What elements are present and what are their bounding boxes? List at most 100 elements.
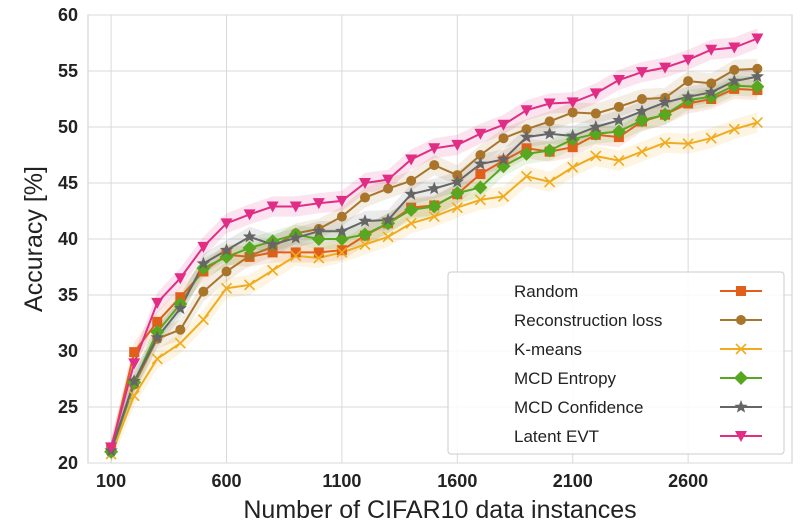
marker-mcd-confidence xyxy=(242,229,257,243)
marker-reconstruction-loss xyxy=(729,64,740,75)
marker-legend-random xyxy=(736,286,746,296)
marker-mcd-entropy xyxy=(542,143,557,158)
marker-mcd-confidence xyxy=(358,214,372,227)
marker-mcd-confidence xyxy=(496,152,511,166)
marker-random xyxy=(567,142,578,153)
marker-mcd-confidence xyxy=(127,374,141,387)
marker-latent-evt xyxy=(566,97,579,109)
marker-latent-evt xyxy=(266,201,279,213)
marker-k-means xyxy=(520,170,533,182)
marker-reconstruction-loss xyxy=(198,286,209,297)
marker-mcd-entropy xyxy=(357,227,372,242)
marker-mcd-confidence xyxy=(312,224,326,237)
marker-mcd-entropy xyxy=(450,186,465,201)
marker-latent-evt xyxy=(358,178,371,189)
marker-latent-evt xyxy=(220,218,233,230)
marker-latent-evt xyxy=(497,119,510,131)
marker-mcd-entropy xyxy=(727,78,742,93)
marker-latent-evt xyxy=(682,54,695,66)
marker-latent-evt xyxy=(174,273,187,285)
marker-reconstruction-loss xyxy=(475,150,486,160)
y-tick-label: 60 xyxy=(58,5,78,25)
marker-k-means xyxy=(359,239,371,251)
y-tick-label: 40 xyxy=(58,229,78,249)
marker-mcd-entropy xyxy=(519,146,534,161)
marker-k-means xyxy=(244,279,256,291)
marker-reconstruction-loss xyxy=(752,63,763,74)
marker-latent-evt xyxy=(312,198,325,210)
marker-reconstruction-loss xyxy=(590,108,601,119)
marker-latent-evt xyxy=(451,139,464,151)
marker-mcd-confidence xyxy=(289,230,303,244)
marker-latent-evt xyxy=(382,174,395,186)
marker-mcd-entropy xyxy=(219,249,234,264)
marker-k-means xyxy=(220,282,233,294)
marker-reconstruction-loss xyxy=(544,116,555,127)
marker-reconstruction-loss xyxy=(359,192,370,203)
marker-latent-evt xyxy=(128,358,141,370)
marker-k-means xyxy=(613,155,625,167)
legend-label-reconstruction-loss: Reconstruction loss xyxy=(514,311,662,330)
marker-latent-evt xyxy=(335,195,348,207)
marker-mcd-confidence xyxy=(150,330,164,344)
marker-latent-evt xyxy=(520,105,533,117)
marker-latent-evt xyxy=(728,42,741,54)
y-tick-label: 50 xyxy=(58,117,78,137)
marker-mcd-entropy xyxy=(427,199,442,214)
marker-mcd-entropy xyxy=(404,202,419,217)
legend: Random Reconstruction loss K-means MCD Entr… xyxy=(447,271,785,455)
markers-k-means xyxy=(105,116,763,460)
y-axis-title: Accuracy [%] xyxy=(20,166,48,312)
marker-k-means xyxy=(336,246,348,259)
marker-latent-evt xyxy=(151,297,164,309)
legend-label-latent-evt: Latent EVT xyxy=(514,427,599,446)
marker-k-means xyxy=(290,250,302,262)
marker-mcd-confidence xyxy=(196,256,211,270)
marker-reconstruction-loss xyxy=(613,101,624,112)
marker-mcd-confidence xyxy=(173,301,187,315)
marker-mcd-confidence xyxy=(473,156,488,170)
marker-mcd-confidence xyxy=(589,120,603,133)
marker-k-means xyxy=(382,231,394,243)
legend-label-mcd-confidence: MCD Confidence xyxy=(514,398,643,417)
marker-k-means xyxy=(728,123,740,135)
marker-mcd-confidence xyxy=(266,237,280,251)
marker-k-means xyxy=(705,132,717,144)
y-tick-labels: 20 25 30 35 40 45 50 55 60 xyxy=(58,5,78,473)
legend-box xyxy=(447,271,785,455)
marker-random xyxy=(475,169,486,180)
marker-reconstruction-loss xyxy=(706,78,717,89)
marker-mcd-confidence xyxy=(704,85,718,98)
marker-mcd-entropy xyxy=(496,159,511,174)
marker-mcd-confidence xyxy=(727,74,741,87)
marker-mcd-confidence xyxy=(404,187,418,200)
marker-reconstruction-loss xyxy=(429,160,440,171)
marker-latent-evt xyxy=(197,241,210,253)
y-tick-label: 25 xyxy=(58,397,78,417)
marker-k-means xyxy=(267,264,279,276)
marker-latent-evt xyxy=(289,201,302,213)
marker-reconstruction-loss xyxy=(636,94,647,104)
marker-reconstruction-loss xyxy=(244,250,255,261)
marker-mcd-confidence xyxy=(612,113,626,126)
marker-random xyxy=(129,347,140,358)
x-tick-label: 1600 xyxy=(437,471,477,491)
y-tick-label: 55 xyxy=(58,61,78,81)
x-tick-label: 2100 xyxy=(553,471,593,491)
markers-latent-evt xyxy=(105,33,764,454)
marker-mcd-confidence xyxy=(681,89,695,103)
marker-random xyxy=(290,247,301,258)
marker-k-means xyxy=(451,202,463,214)
marker-latent-evt xyxy=(589,88,602,100)
marker-mcd-confidence xyxy=(519,130,534,143)
x-tick-label: 2600 xyxy=(668,471,708,491)
marker-k-means xyxy=(751,116,763,129)
marker-latent-evt xyxy=(543,98,556,110)
marker-mcd-confidence xyxy=(750,69,765,83)
marker-reconstruction-loss xyxy=(383,183,394,194)
marker-mcd-confidence xyxy=(381,212,395,226)
marker-mcd-entropy xyxy=(750,79,765,94)
band-reconstruction-loss xyxy=(111,58,758,462)
marker-legend-mcd-confidence xyxy=(734,400,748,413)
marker-latent-evt xyxy=(474,128,487,140)
